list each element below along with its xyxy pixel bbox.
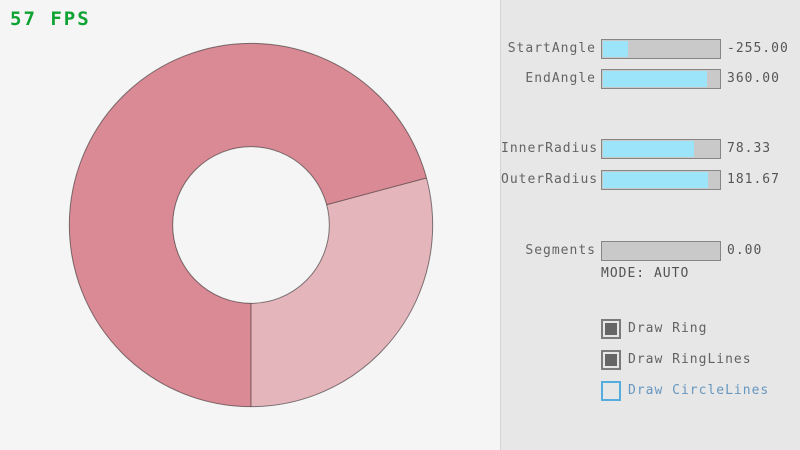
segments-mode-label: MODE: AUTO bbox=[601, 266, 690, 281]
ring-sector-double-pass bbox=[69, 43, 427, 407]
slider-row-start-angle: StartAngle -255.00 bbox=[501, 39, 800, 59]
inner-radius-label: InnerRadius bbox=[501, 141, 599, 156]
start-angle-label: StartAngle bbox=[507, 41, 596, 56]
checkbox-row-draw-ring: Draw Ring bbox=[501, 319, 800, 339]
draw-ring-checkmark bbox=[605, 323, 617, 335]
ring-chart bbox=[68, 42, 434, 408]
ring-sector-single-pass bbox=[251, 178, 433, 407]
end-angle-label: EndAngle bbox=[525, 71, 596, 86]
draw-ringlines-checkmark bbox=[605, 354, 617, 366]
segments-label: Segments bbox=[525, 243, 596, 258]
outer-radius-slider[interactable] bbox=[601, 170, 721, 190]
draw-ring-label: Draw Ring bbox=[628, 321, 708, 336]
ring-outline-inner bbox=[172, 146, 330, 304]
end-angle-slider[interactable] bbox=[601, 69, 721, 89]
ring-edge-start bbox=[326, 177, 427, 206]
slider-row-segments: Segments 0.00 bbox=[501, 241, 800, 261]
inner-radius-value: 78.33 bbox=[727, 141, 772, 156]
outer-radius-label: OuterRadius bbox=[501, 172, 599, 187]
drawing-canvas: 57 FPS bbox=[10, 8, 434, 408]
draw-circlelines-checkbox[interactable] bbox=[601, 381, 621, 401]
draw-ringlines-label: Draw RingLines bbox=[628, 352, 752, 367]
draw-ringlines-checkbox[interactable] bbox=[601, 350, 621, 370]
fps-counter: 57 FPS bbox=[10, 8, 91, 30]
slider-row-end-angle: EndAngle 360.00 bbox=[501, 69, 800, 89]
outer-radius-slider-fill bbox=[603, 172, 709, 188]
control-panel: StartAngle -255.00 EndAngle 360.00 Inner… bbox=[500, 0, 800, 450]
inner-radius-slider-fill bbox=[603, 141, 694, 157]
start-angle-value: -255.00 bbox=[727, 41, 789, 56]
draw-circlelines-label: Draw CircleLines bbox=[628, 383, 770, 398]
start-angle-slider[interactable] bbox=[601, 39, 721, 59]
outer-radius-value: 181.67 bbox=[727, 172, 780, 187]
draw-ring-checkbox[interactable] bbox=[601, 319, 621, 339]
checkbox-row-draw-circlelines: Draw CircleLines bbox=[501, 381, 800, 401]
start-angle-slider-fill bbox=[603, 41, 629, 57]
segments-slider[interactable] bbox=[601, 241, 721, 261]
slider-row-inner-radius: InnerRadius 78.33 bbox=[501, 139, 800, 159]
checkbox-row-draw-ringlines: Draw RingLines bbox=[501, 350, 800, 370]
inner-radius-slider[interactable] bbox=[601, 139, 721, 159]
segments-value: 0.00 bbox=[727, 243, 763, 258]
slider-row-outer-radius: OuterRadius 181.67 bbox=[501, 170, 800, 190]
end-angle-value: 360.00 bbox=[727, 71, 780, 86]
end-angle-slider-fill bbox=[603, 71, 708, 87]
